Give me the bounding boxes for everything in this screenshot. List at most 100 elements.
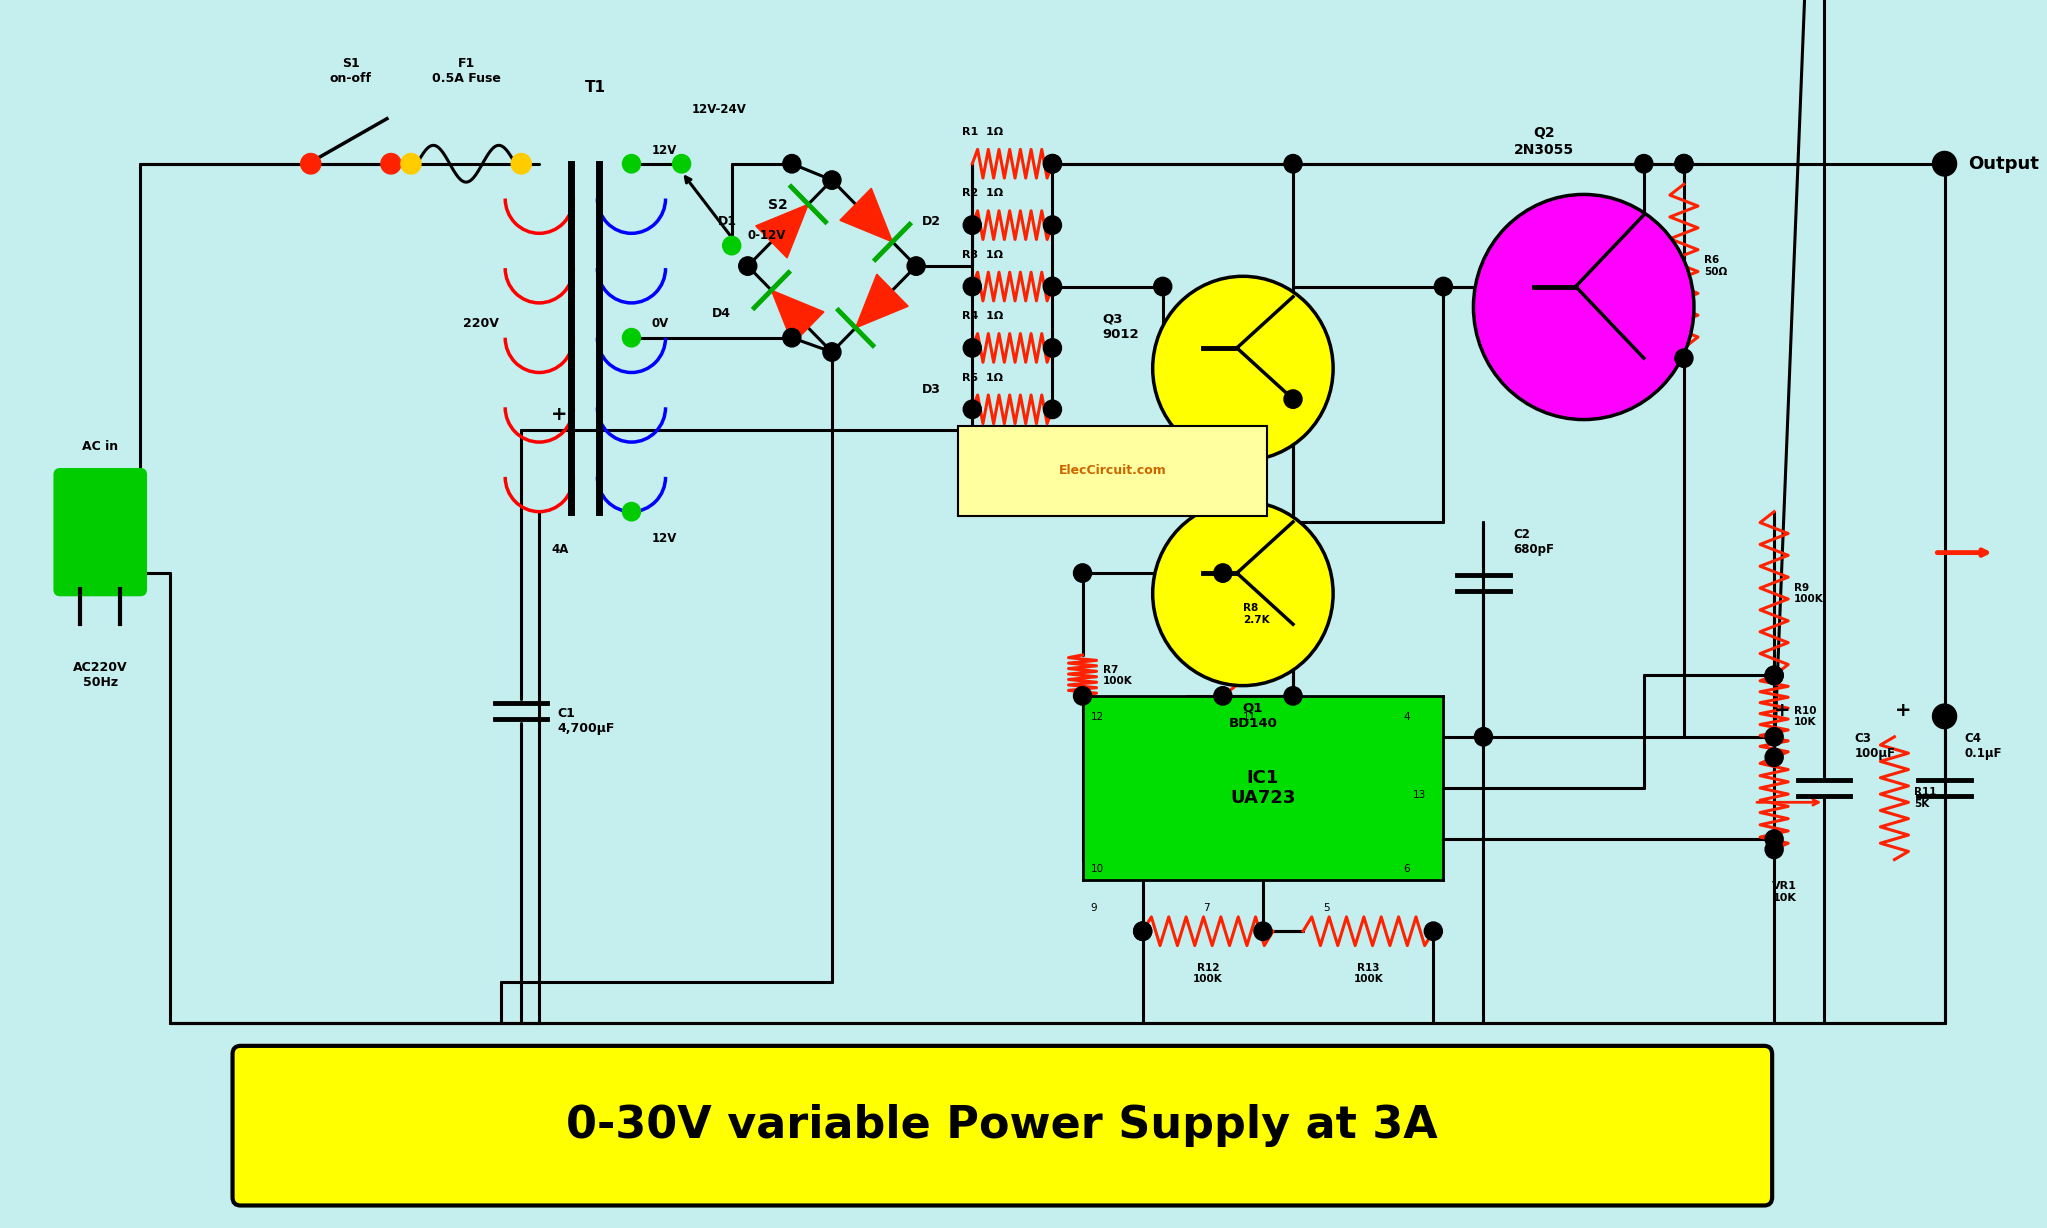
Text: 0-12V: 0-12V xyxy=(747,230,786,242)
Circle shape xyxy=(907,257,925,275)
Text: R6
50Ω: R6 50Ω xyxy=(1703,255,1728,276)
Text: F1
0.5A Fuse: F1 0.5A Fuse xyxy=(432,56,502,85)
Circle shape xyxy=(823,343,841,361)
Circle shape xyxy=(381,154,401,174)
Text: 0-30V variable Power Supply at 3A: 0-30V variable Power Supply at 3A xyxy=(567,1104,1439,1147)
Text: 0V: 0V xyxy=(651,318,669,330)
Circle shape xyxy=(823,171,841,189)
Text: R13
100K: R13 100K xyxy=(1353,963,1384,985)
Polygon shape xyxy=(772,290,825,344)
Text: 7: 7 xyxy=(1204,903,1210,912)
FancyBboxPatch shape xyxy=(233,1046,1773,1206)
Circle shape xyxy=(782,329,800,348)
Circle shape xyxy=(964,339,981,357)
FancyBboxPatch shape xyxy=(53,469,145,596)
Text: AC in: AC in xyxy=(82,441,119,453)
Text: Q2
2N3055: Q2 2N3055 xyxy=(1513,126,1574,156)
Circle shape xyxy=(1674,155,1693,173)
Circle shape xyxy=(1765,840,1783,858)
Ellipse shape xyxy=(1152,276,1333,460)
Text: C2
680pF: C2 680pF xyxy=(1513,528,1554,555)
Circle shape xyxy=(739,257,757,275)
Text: 6: 6 xyxy=(1404,863,1410,874)
Text: +: + xyxy=(551,404,567,424)
Circle shape xyxy=(1765,666,1783,685)
Text: D1: D1 xyxy=(718,215,737,228)
Text: C3
100μF: C3 100μF xyxy=(1855,732,1896,760)
Polygon shape xyxy=(856,274,909,328)
Text: 12V: 12V xyxy=(651,533,678,545)
Text: 5: 5 xyxy=(1322,903,1331,912)
Circle shape xyxy=(1155,278,1171,296)
Text: 13: 13 xyxy=(1412,790,1427,801)
Text: C4
0.1μF: C4 0.1μF xyxy=(1965,732,2002,760)
Circle shape xyxy=(622,502,641,521)
Text: VR1
10K: VR1 10K xyxy=(1773,880,1797,903)
Circle shape xyxy=(1073,564,1091,582)
Circle shape xyxy=(782,155,800,173)
Circle shape xyxy=(1674,349,1693,367)
Text: IC1
UA723: IC1 UA723 xyxy=(1230,769,1296,807)
Text: AC220V
50Hz: AC220V 50Hz xyxy=(74,661,127,689)
Circle shape xyxy=(1044,278,1062,296)
Circle shape xyxy=(1283,391,1302,409)
Polygon shape xyxy=(755,204,809,258)
Circle shape xyxy=(1073,686,1091,705)
Text: S1
on-off: S1 on-off xyxy=(330,56,373,85)
Circle shape xyxy=(1932,151,1957,176)
Circle shape xyxy=(1134,922,1152,941)
Text: R9
100K: R9 100K xyxy=(1793,583,1824,604)
Circle shape xyxy=(1425,922,1443,941)
Circle shape xyxy=(723,237,741,255)
Circle shape xyxy=(1214,564,1232,582)
Circle shape xyxy=(1044,155,1062,173)
Circle shape xyxy=(673,155,690,173)
Text: R10
10K: R10 10K xyxy=(1793,706,1816,727)
Circle shape xyxy=(1765,830,1783,849)
Text: 12V: 12V xyxy=(651,144,678,156)
Circle shape xyxy=(1044,278,1062,296)
Text: 9: 9 xyxy=(1091,903,1097,912)
Text: R12
100K: R12 100K xyxy=(1193,963,1222,985)
Ellipse shape xyxy=(1152,501,1333,685)
Circle shape xyxy=(622,329,641,348)
Text: R4  1Ω: R4 1Ω xyxy=(962,311,1003,322)
Text: R1  1Ω: R1 1Ω xyxy=(962,126,1003,138)
Text: T1: T1 xyxy=(585,80,606,95)
Polygon shape xyxy=(839,188,892,242)
Circle shape xyxy=(1932,704,1957,728)
Text: D3: D3 xyxy=(921,383,942,395)
Text: S2: S2 xyxy=(768,198,788,211)
Text: R7
100K: R7 100K xyxy=(1103,664,1132,686)
Text: 4: 4 xyxy=(1404,712,1410,722)
Text: +: + xyxy=(1775,701,1791,721)
Text: 220V: 220V xyxy=(463,318,499,330)
Circle shape xyxy=(1765,748,1783,766)
Text: Q1
BD140: Q1 BD140 xyxy=(1228,701,1277,729)
Circle shape xyxy=(1636,155,1652,173)
Text: 12V-24V: 12V-24V xyxy=(692,103,747,115)
Text: D2: D2 xyxy=(921,215,942,228)
Text: R11
5K: R11 5K xyxy=(1914,787,1936,809)
Text: C1
4,700μF: C1 4,700μF xyxy=(557,707,614,736)
Circle shape xyxy=(1255,922,1271,941)
Circle shape xyxy=(1765,727,1783,747)
Circle shape xyxy=(964,278,981,296)
Circle shape xyxy=(512,154,532,174)
Text: Output: Output xyxy=(1969,155,2039,173)
Circle shape xyxy=(1044,216,1062,235)
Ellipse shape xyxy=(1474,194,1695,420)
Circle shape xyxy=(1214,686,1232,705)
Text: D4: D4 xyxy=(712,307,731,321)
Text: 11: 11 xyxy=(1243,712,1257,722)
Circle shape xyxy=(1283,686,1302,705)
FancyBboxPatch shape xyxy=(958,426,1267,516)
Text: 12: 12 xyxy=(1091,712,1103,722)
Circle shape xyxy=(1044,155,1062,173)
Text: ElecCircuit.com: ElecCircuit.com xyxy=(1058,464,1167,478)
Text: R3  1Ω: R3 1Ω xyxy=(962,249,1003,260)
Circle shape xyxy=(301,154,321,174)
Circle shape xyxy=(1765,666,1783,685)
Circle shape xyxy=(622,155,641,173)
Circle shape xyxy=(1435,278,1453,296)
